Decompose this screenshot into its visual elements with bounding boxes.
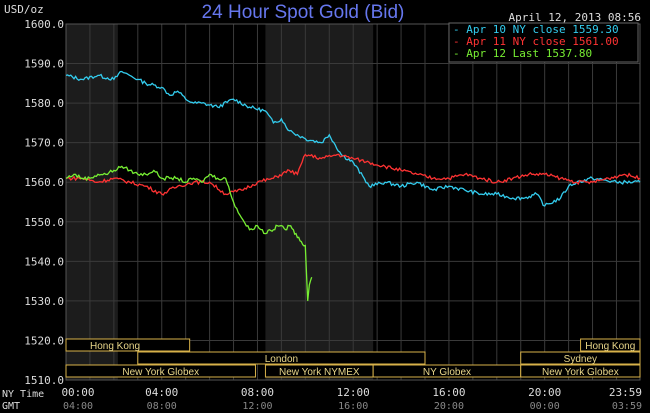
shaded-region-1 bbox=[66, 24, 118, 380]
x-tick-label-ny: 00:00 bbox=[61, 386, 94, 399]
y-tick-label: 1560.0 bbox=[24, 176, 64, 189]
x-tick-label-ny: 20:00 bbox=[528, 386, 561, 399]
session-bar bbox=[65, 364, 256, 378]
session-label: Hong Kong bbox=[90, 341, 140, 352]
y-tick-label: 1590.0 bbox=[24, 58, 64, 71]
x-tick-label-ny: 12:00 bbox=[337, 386, 370, 399]
axes: 1600.0 1590.0 1580.0 1570.0 1560.0 1550.0 1540… bbox=[24, 18, 642, 412]
session-label: New York Globex bbox=[122, 367, 199, 378]
y-tick-label: 1540.0 bbox=[24, 255, 64, 268]
x-tick-label-ny: 16:00 bbox=[432, 386, 465, 399]
series-line-2 bbox=[65, 165, 313, 301]
plot-border bbox=[65, 23, 641, 381]
legend-entry: - Apr 10 NY close 1559.30 bbox=[453, 23, 619, 36]
legend-entry: - Apr 12 Last 1537.80 bbox=[453, 47, 592, 60]
y-tick-label: 1600.0 bbox=[24, 18, 64, 31]
x-tick-label-ny: 23:59 bbox=[609, 386, 642, 399]
session-label: Sydney bbox=[564, 354, 597, 365]
x-axis-ny-label: NY Time bbox=[2, 389, 44, 400]
x-tick-label-ny: 04:00 bbox=[145, 386, 178, 399]
session-shading bbox=[66, 24, 374, 380]
grid-lines bbox=[65, 23, 641, 381]
x-tick-label-gmt: 12:00 bbox=[242, 401, 272, 412]
y-tick-label: 1520.0 bbox=[24, 334, 64, 347]
legend-box bbox=[448, 22, 639, 63]
series-line-1 bbox=[65, 153, 641, 196]
y-tick-label: 1530.0 bbox=[24, 295, 64, 308]
y-tick-label: 1580.0 bbox=[24, 97, 64, 110]
shaded-region-0 bbox=[265, 24, 374, 380]
session-label: Hong Kong bbox=[585, 341, 635, 352]
x-tick-label-gmt: 20:00 bbox=[434, 401, 464, 412]
y-axis-label: USD/oz bbox=[4, 3, 44, 16]
y-tick-label: 1570.0 bbox=[24, 137, 64, 150]
price-lines bbox=[65, 70, 641, 301]
x-tick-label-gmt: 03:59 bbox=[612, 401, 642, 412]
session-label: London bbox=[265, 354, 298, 365]
session-label: New York Globex bbox=[542, 367, 619, 378]
y-tick-label: 1510.0 bbox=[24, 374, 64, 387]
x-axis-gmt-label: GMT bbox=[2, 401, 20, 412]
session-bar bbox=[65, 338, 191, 352]
legend: - Apr 10 NY close 1559.30- Apr 11 NY clo… bbox=[448, 22, 639, 63]
chart-title: 24 Hour Spot Gold (Bid) bbox=[202, 2, 405, 23]
session-bar bbox=[520, 351, 641, 365]
x-tick-label-gmt: 16:00 bbox=[338, 401, 368, 412]
x-tick-label-gmt: 04:00 bbox=[63, 401, 93, 412]
session-bar bbox=[137, 351, 426, 365]
market-sessions: Hong Kong Hong Kong London Sydney New York G… bbox=[65, 338, 641, 378]
x-tick-label-gmt: 00:00 bbox=[530, 401, 560, 412]
legend-entry: - Apr 11 NY close 1561.00 bbox=[453, 35, 619, 48]
y-tick-label: 1550.0 bbox=[24, 216, 64, 229]
session-label: NY Globex bbox=[423, 367, 471, 378]
chart-date: April 12, 2013 08:56 bbox=[509, 11, 641, 24]
x-tick-label-ny: 08:00 bbox=[241, 386, 274, 399]
session-bar bbox=[580, 338, 641, 352]
x-tick-label-gmt: 08:00 bbox=[147, 401, 177, 412]
series-line-0 bbox=[65, 70, 641, 207]
session-bar bbox=[520, 364, 641, 378]
session-label: New York NYMEX bbox=[279, 367, 360, 378]
